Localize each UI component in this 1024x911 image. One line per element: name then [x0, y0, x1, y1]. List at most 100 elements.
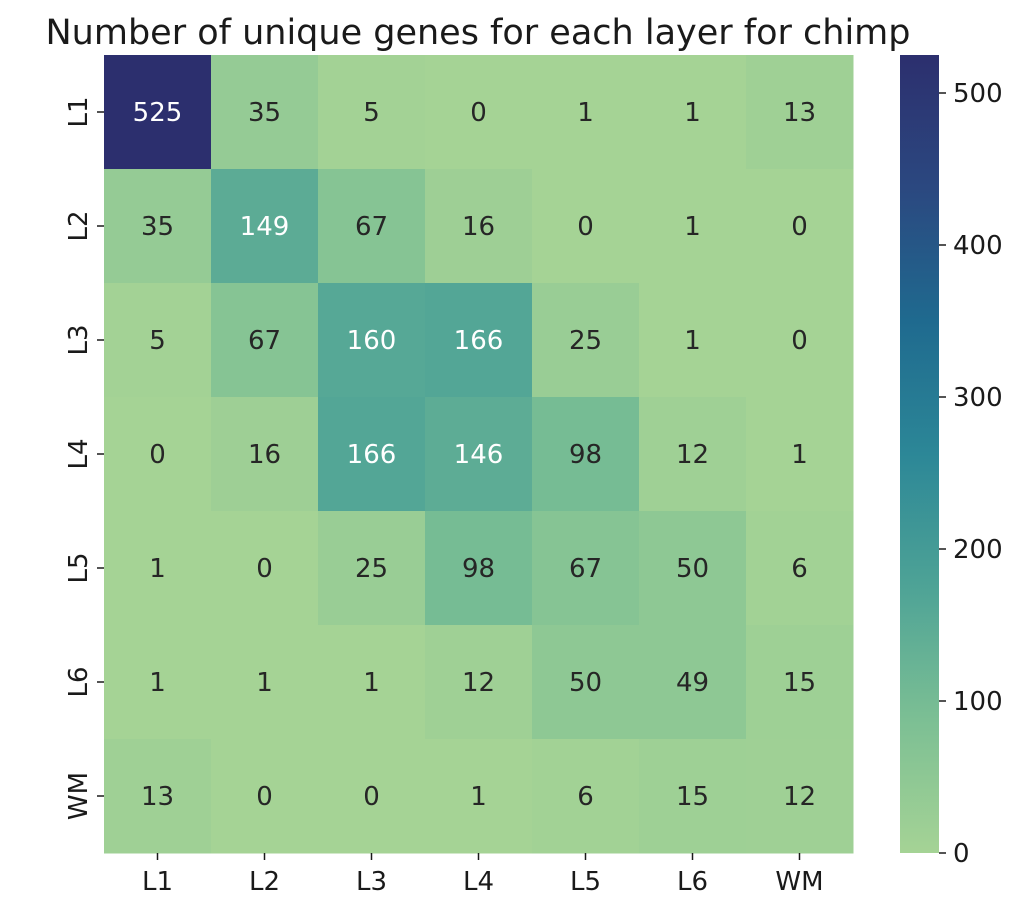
heatmap-cell [746, 55, 854, 170]
colorbar-tick-label: 300 [953, 383, 1003, 413]
heatmap-cell [746, 511, 854, 626]
cell-value-label: 149 [240, 212, 290, 242]
heatmap-cell [532, 625, 640, 740]
heatmap-cell [746, 169, 854, 284]
heatmap-cell [639, 55, 747, 170]
x-tick-label: L2 [249, 867, 280, 897]
cell-value-label: 16 [248, 440, 281, 470]
heatmap-cell [639, 283, 747, 398]
cell-value-label: 50 [569, 668, 602, 698]
cell-value-label: 49 [676, 668, 709, 698]
cell-value-label: 1 [256, 668, 273, 698]
heatmap-cell [104, 55, 212, 170]
y-tick-label: WM [64, 772, 94, 820]
cell-value-label: 1 [684, 326, 701, 356]
cell-value-label: 15 [676, 782, 709, 812]
heatmap-cell [211, 625, 319, 740]
heatmap-cell [318, 169, 426, 284]
cell-value-label: 67 [355, 212, 388, 242]
heatmap-cell [104, 283, 212, 398]
y-tick-label: L6 [64, 666, 94, 697]
colorbar-tick-label: 200 [953, 535, 1003, 565]
heatmap-cell [211, 283, 319, 398]
heatmap-cell [104, 397, 212, 512]
heatmap-cell [532, 283, 640, 398]
cell-value-label: 1 [149, 554, 166, 584]
cell-value-label: 6 [791, 554, 808, 584]
colorbar-tick-label: 100 [953, 687, 1003, 717]
cell-value-label: 0 [791, 212, 808, 242]
cell-value-label: 16 [462, 212, 495, 242]
cell-value-label: 166 [347, 440, 397, 470]
heatmap-cell [318, 511, 426, 626]
heatmap-cell [104, 511, 212, 626]
heatmap-cell [318, 739, 426, 854]
heatmap-cell [532, 169, 640, 284]
heatmap-cell [318, 397, 426, 512]
cell-value-label: 5 [363, 98, 380, 128]
cell-value-label: 0 [256, 782, 273, 812]
x-tick-label: L6 [677, 867, 708, 897]
heatmap-cell [532, 55, 640, 170]
cell-value-label: 6 [577, 782, 594, 812]
heatmap-cell [425, 397, 533, 512]
heatmap-cell [425, 625, 533, 740]
heatmap-cell [104, 169, 212, 284]
cell-value-label: 1 [470, 782, 487, 812]
cell-value-label: 12 [783, 782, 816, 812]
heatmap-cell [211, 739, 319, 854]
heatmap-cell [318, 55, 426, 170]
cell-value-label: 98 [462, 554, 495, 584]
cell-value-label: 5 [149, 326, 166, 356]
colorbar-tick-label: 400 [953, 231, 1003, 261]
cell-value-label: 1 [684, 98, 701, 128]
x-tick-label: L3 [356, 867, 387, 897]
cell-value-label: 146 [454, 440, 504, 470]
heatmap-cell [104, 739, 212, 854]
cell-value-label: 160 [347, 326, 397, 356]
y-tick-label: L1 [64, 96, 94, 127]
colorbar-gradient [900, 55, 939, 853]
heatmap-cell [639, 169, 747, 284]
heatmap-cell [318, 625, 426, 740]
cell-value-label: 0 [470, 98, 487, 128]
colorbar-tick-label: 0 [953, 839, 970, 869]
heatmap-cell [639, 397, 747, 512]
cell-value-label: 1 [684, 212, 701, 242]
y-tick-label: L2 [64, 210, 94, 241]
heatmap-cell [746, 625, 854, 740]
cell-value-label: 12 [462, 668, 495, 698]
heatmap-cell [104, 625, 212, 740]
cell-value-label: 1 [363, 668, 380, 698]
heatmap-cell [425, 55, 533, 170]
x-axis: L1 L2 L3 L4 L5 L6 WM [142, 853, 824, 897]
cell-value-label: 1 [791, 440, 808, 470]
heatmap-cells [104, 55, 854, 854]
heatmap-cell [425, 739, 533, 854]
heatmap-cell [639, 511, 747, 626]
cell-value-label: 13 [783, 98, 816, 128]
cell-value-label: 67 [248, 326, 281, 356]
heatmap-cell [746, 739, 854, 854]
x-tick-label: L4 [463, 867, 494, 897]
y-tick-label: L5 [64, 552, 94, 583]
cell-value-label: 0 [791, 326, 808, 356]
x-tick-label: WM [775, 867, 823, 897]
heatmap-cell [425, 169, 533, 284]
cell-value-label: 35 [248, 98, 281, 128]
cell-value-label: 0 [577, 212, 594, 242]
cell-value-label: 13 [141, 782, 174, 812]
cell-value-label: 0 [149, 440, 166, 470]
x-tick-label: L5 [570, 867, 601, 897]
cell-value-label: 166 [454, 326, 504, 356]
colorbar-tick-label: 500 [953, 79, 1003, 109]
cell-value-label: 525 [133, 98, 183, 128]
y-tick-label: L4 [64, 438, 94, 469]
cell-value-label: 15 [783, 668, 816, 698]
heatmap-cell [532, 397, 640, 512]
heatmap-cell [746, 397, 854, 512]
y-tick-label: L3 [64, 324, 94, 355]
cell-value-label: 35 [141, 212, 174, 242]
cell-value-label: 1 [577, 98, 594, 128]
